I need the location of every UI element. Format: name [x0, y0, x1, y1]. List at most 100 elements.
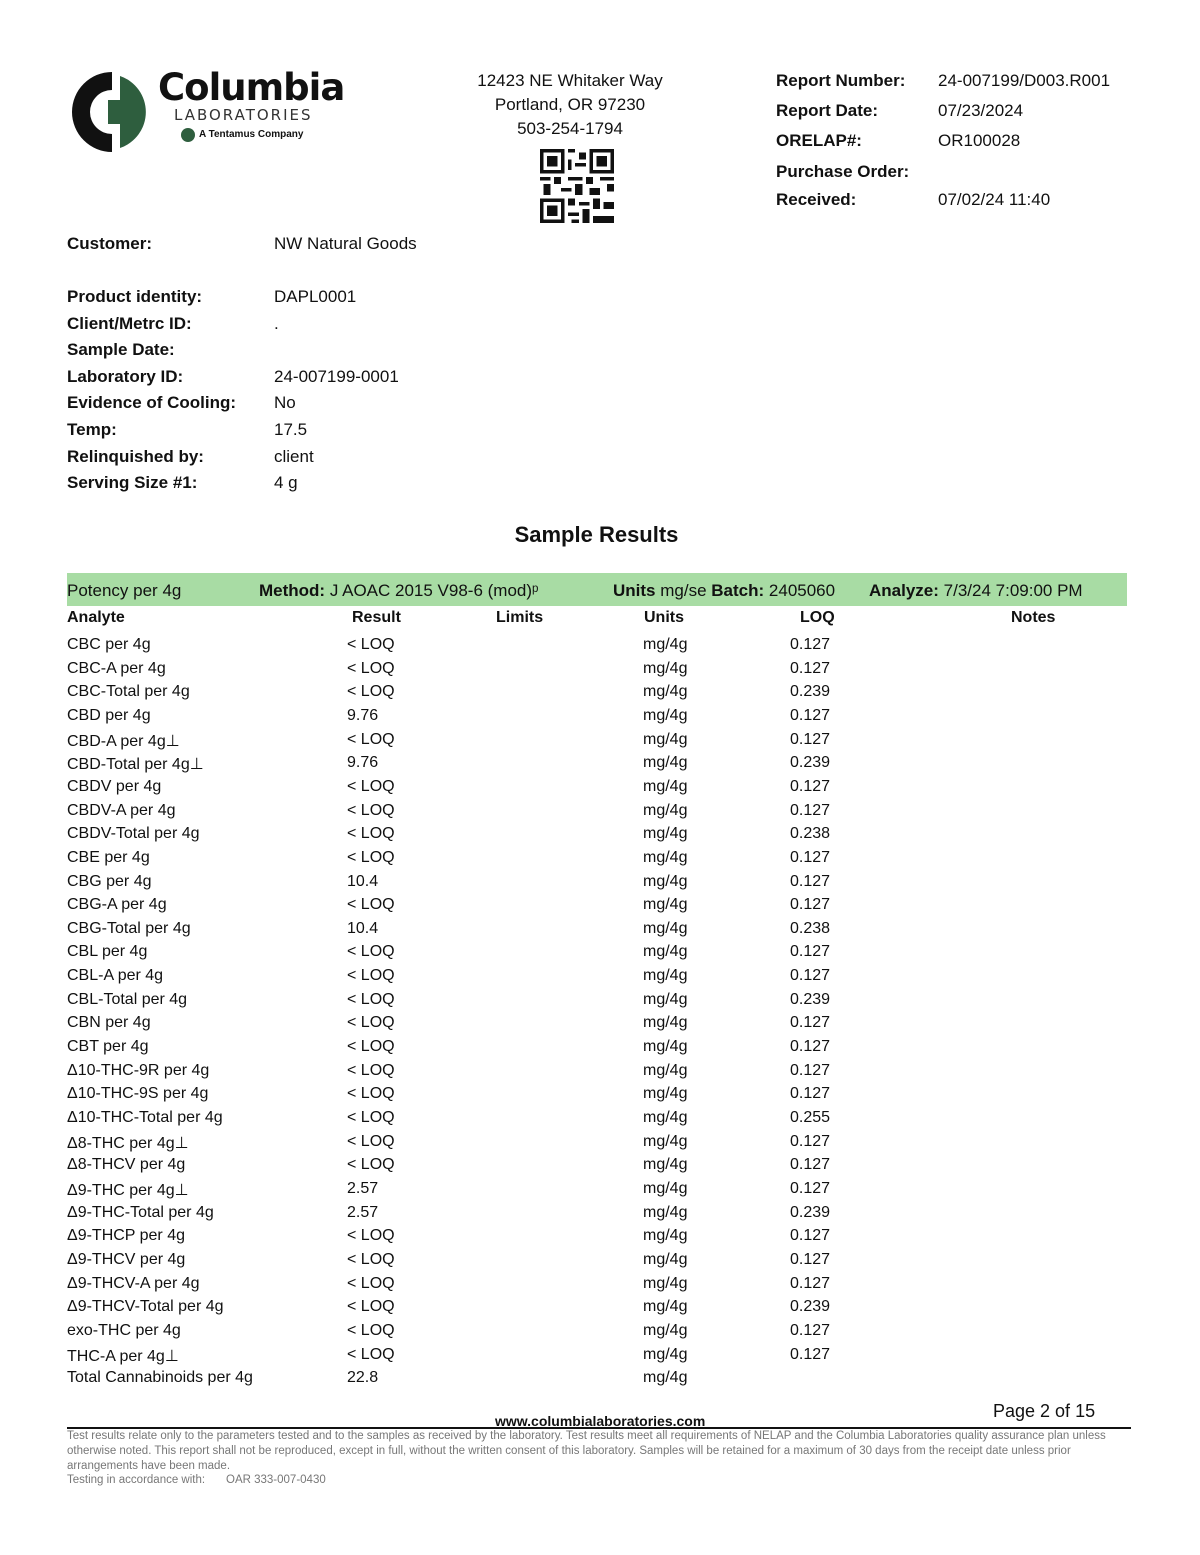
report-label: Received:: [776, 190, 857, 209]
cell-units: mg/4g: [643, 872, 688, 890]
batch-label: Batch:: [711, 581, 765, 600]
testing-label: Testing in accordance with:: [67, 1474, 206, 1486]
table-row: Δ9-THCP per 4g < LOQ mg/4g 0.127: [0, 1227, 1200, 1250]
table-row: CBC-Total per 4g < LOQ mg/4g 0.239: [0, 683, 1200, 706]
cell-result: 2.57: [347, 1203, 379, 1221]
cell-loq: 0.127: [790, 1061, 831, 1079]
cell-analyte: Δ9-THCV per 4g: [67, 1250, 186, 1268]
cell-loq: 0.127: [790, 730, 831, 748]
cell-units: mg/4g: [643, 1274, 688, 1292]
cell-units: mg/4g: [643, 1345, 688, 1363]
logo-tag: A Tentamus Company: [199, 129, 304, 140]
cell-result: < LOQ: [347, 683, 395, 701]
cell-units: mg/4g: [643, 730, 688, 748]
method-label: Method:: [259, 581, 326, 600]
report-value: 24-007199/D003.R001: [938, 71, 1111, 90]
cell-loq: 0.127: [790, 1179, 831, 1197]
sample-label: Temp:: [67, 420, 117, 439]
website-link[interactable]: www.columbialaboratories.com: [495, 1413, 706, 1429]
cell-analyte: CBL per 4g: [67, 943, 148, 961]
report-label: ORELAP#:: [776, 131, 862, 150]
table-row: Δ10-THC-9R per 4g < LOQ mg/4g 0.127: [0, 1062, 1200, 1085]
cell-result: 10.4: [347, 919, 379, 937]
cell-result: < LOQ: [347, 1109, 395, 1126]
cell-units: mg/4g: [643, 848, 688, 866]
logo-sub: LABORATORIES: [174, 106, 313, 124]
sample-label: Product identity:: [67, 287, 203, 306]
sample-label: Laboratory ID:: [67, 366, 184, 386]
cell-loq: 0.127: [790, 872, 831, 890]
cell-result: < LOQ: [347, 967, 395, 985]
report-value: 07/23/2024: [938, 101, 1024, 120]
cell-result: 9.76: [347, 706, 379, 724]
table-row: CBD per 4g 9.76 mg/4g 0.127: [0, 707, 1200, 730]
cell-result: < LOQ: [347, 659, 395, 677]
cell-analyte: THC-A per 4g⊥: [67, 1347, 179, 1365]
units-label: Units: [613, 581, 656, 600]
table-row: CBG-Total per 4g 10.4 mg/4g 0.238: [0, 920, 1200, 943]
cell-result: 9.76: [347, 754, 379, 772]
cell-analyte: Δ8-THCV per 4g: [67, 1156, 186, 1174]
sample-value: DAPL0001: [274, 287, 357, 306]
table-row: Total Cannabinoids per 4g 22.8 mg/4g: [0, 1369, 1200, 1392]
cell-units: mg/4g: [643, 1203, 688, 1221]
cell-units: mg/4g: [643, 1132, 688, 1150]
cell-analyte: Δ10-THC-9R per 4g: [67, 1061, 210, 1079]
cell-analyte: CBG per 4g: [67, 872, 152, 890]
cell-units: mg/4g: [643, 777, 688, 795]
cell-analyte: CBN per 4g: [67, 1014, 151, 1032]
cell-analyte: CBG-A per 4g: [67, 896, 167, 914]
table-row: THC-A per 4g⊥ < LOQ mg/4g 0.127: [0, 1346, 1200, 1369]
cell-loq: 0.239: [790, 754, 831, 772]
sample-value: No: [274, 393, 296, 413]
cell-loq: 0.127: [790, 1014, 831, 1032]
cell-result: 22.8: [347, 1369, 379, 1387]
cell-units: mg/4g: [643, 636, 688, 653]
cell-analyte: Δ9-THCV-Total per 4g: [67, 1298, 224, 1316]
cell-loq: 0.127: [790, 801, 831, 819]
cell-loq: 0.255: [790, 1109, 831, 1126]
cell-loq: 0.127: [790, 777, 831, 795]
cell-analyte: CBDV per 4g: [67, 777, 162, 795]
cell-units: mg/4g: [643, 683, 688, 701]
address-line2: Portland, OR 97230: [494, 95, 646, 114]
cell-units: mg/4g: [643, 1061, 688, 1079]
cell-result: < LOQ: [347, 990, 395, 1008]
table-row: CBG-A per 4g < LOQ mg/4g 0.127: [0, 896, 1200, 919]
columbia-logo-icon: [72, 72, 146, 152]
cell-loq: 0.239: [790, 990, 831, 1008]
cell-result: < LOQ: [347, 777, 395, 795]
table-row: Δ10-THC-9S per 4g < LOQ mg/4g 0.127: [0, 1085, 1200, 1108]
col-loq: LOQ: [800, 609, 835, 626]
cell-loq: 0.127: [790, 1227, 831, 1245]
sample-value: .: [274, 313, 279, 333]
table-row: CBG per 4g 10.4 mg/4g 0.127: [0, 873, 1200, 896]
cell-result: < LOQ: [347, 1345, 395, 1363]
cell-analyte: exo-THC per 4g: [67, 1321, 181, 1339]
cell-units: mg/4g: [643, 919, 688, 937]
report-label: Purchase Order:: [776, 162, 910, 181]
cell-loq: 0.127: [790, 706, 831, 724]
cell-analyte: CBC-Total per 4g: [67, 683, 190, 701]
table-row: Δ8-THC per 4g⊥ < LOQ mg/4g 0.127: [0, 1133, 1200, 1156]
cell-units: mg/4g: [643, 1250, 688, 1268]
address-phone: 503-254-1794: [517, 119, 623, 138]
cell-analyte: CBL-Total per 4g: [67, 990, 188, 1008]
table-row: Δ8-THCV per 4g < LOQ mg/4g 0.127: [0, 1156, 1200, 1179]
cell-analyte: CBD-Total per 4g⊥: [67, 756, 204, 774]
section-title: Sample Results: [514, 522, 679, 547]
cell-units: mg/4g: [643, 1369, 688, 1387]
cell-units: mg/4g: [643, 1227, 688, 1245]
footer-divider: [67, 1427, 1131, 1429]
batch-value: 2405060: [768, 581, 836, 600]
cell-analyte: Δ9-THC-Total per 4g: [67, 1203, 214, 1221]
cell-units: mg/4g: [643, 825, 688, 843]
sample-label: Sample Date:: [67, 340, 175, 360]
cell-result: < LOQ: [347, 1085, 395, 1103]
cell-analyte: CBE per 4g: [67, 848, 150, 866]
cell-result: < LOQ: [347, 1250, 395, 1268]
cell-loq: 0.127: [790, 1038, 831, 1056]
sample-value: client: [274, 446, 314, 466]
cell-loq: 0.239: [790, 1298, 831, 1316]
